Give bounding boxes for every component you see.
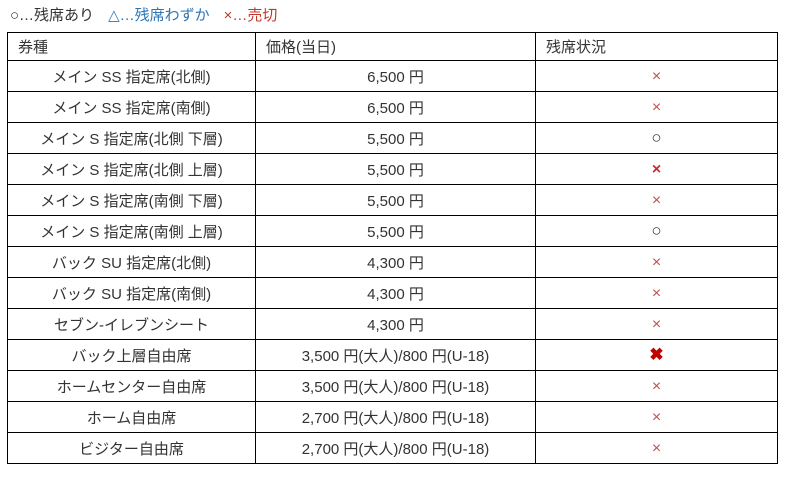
ticket-type-cell: メイン SS 指定席(南側) [7,91,256,123]
price-cell: 3,500 円(大人)/800 円(U-18) [255,339,536,371]
table-row: ビジター自由席 2,700 円(大人)/800 円(U-18) × [7,432,778,464]
availability-legend: ○…残席あり △…残席わずか ×…売切 [10,4,291,28]
price-cell: 5,500 円 [255,153,536,185]
status-sold-out-icon: × [651,253,662,271]
status-sold-out-icon: × [651,284,662,302]
ticket-type-cell: ビジター自由席 [7,432,256,464]
price-cell: 6,500 円 [255,60,536,92]
price-cell: 3,500 円(大人)/800 円(U-18) [255,370,536,402]
legend-item-few: △…残席わずか [108,7,210,24]
table-row: バック SU 指定席(南側) 4,300 円 × [7,277,778,309]
table-row: メイン SS 指定席(南側) 6,500 円 × [7,91,778,123]
status-sold-out-icon: × [651,67,662,85]
status-sold-out-icon: × [651,315,662,333]
legend-item-sold-out: ×…売切 [223,7,278,24]
price-cell: 2,700 円(大人)/800 円(U-18) [255,432,536,464]
status-available-icon: ○ [651,221,662,240]
availability-cell: × [535,153,778,185]
ticket-type-cell: メイン S 指定席(北側 下層) [7,122,256,154]
table-row: ホームセンター自由席 3,500 円(大人)/800 円(U-18) × [7,370,778,402]
availability-cell: ○ [535,122,778,154]
availability-cell: ○ [535,215,778,247]
price-cell: 5,500 円 [255,184,536,216]
ticket-type-cell: バック SU 指定席(北側) [7,246,256,278]
table-row: メイン S 指定席(北側 上層) 5,500 円 × [7,153,778,185]
ticket-type-cell: メイン S 指定席(南側 下層) [7,184,256,216]
status-sold-out-medium-icon: × [651,160,662,178]
price-cell: 4,300 円 [255,277,536,309]
table-body: メイン SS 指定席(北側) 6,500 円 × メイン SS 指定席(南側) 6,50… [7,60,778,464]
header-row: 券種 価格(当日) 残席状況 [7,32,778,61]
ticket-type-cell: メイン S 指定席(北側 上層) [7,153,256,185]
column-header-price: 価格(当日) [255,32,536,61]
table-header: 券種 価格(当日) 残席状況 [7,32,778,61]
availability-cell: × [535,184,778,216]
ticket-type-cell: バック SU 指定席(南側) [7,277,256,309]
table-row: セブン-イレブンシート 4,300 円 × [7,308,778,340]
status-sold-out-icon: × [651,377,662,395]
availability-cell: ✖ [535,339,778,371]
availability-cell: × [535,277,778,309]
ticket-type-cell: メイン S 指定席(南側 上層) [7,215,256,247]
ticket-type-cell: バック上層自由席 [7,339,256,371]
column-header-ticket-type: 券種 [7,32,256,61]
availability-cell: × [535,246,778,278]
ticket-type-cell: セブン-イレブンシート [7,308,256,340]
table-row: メイン S 指定席(南側 上層) 5,500 円 ○ [7,215,778,247]
table-row: バック SU 指定席(北側) 4,300 円 × [7,246,778,278]
availability-cell: × [535,432,778,464]
ticket-table: 券種 価格(当日) 残席状況 メイン SS 指定席(北側) 6,500 円 × メイン S… [7,32,778,464]
price-cell: 6,500 円 [255,91,536,123]
table-row: バック上層自由席 3,500 円(大人)/800 円(U-18) ✖ [7,339,778,371]
status-sold-out-icon: × [651,439,662,457]
price-cell: 5,500 円 [255,122,536,154]
column-header-availability: 残席状況 [535,32,778,61]
price-cell: 5,500 円 [255,215,536,247]
availability-cell: × [535,370,778,402]
price-cell: 4,300 円 [255,308,536,340]
availability-cell: × [535,91,778,123]
status-sold-out-icon: × [651,98,662,116]
status-sold-out-icon: × [651,191,662,209]
availability-cell: × [535,308,778,340]
legend-item-available: ○…残席あり [10,7,95,24]
ticket-type-cell: ホームセンター自由席 [7,370,256,402]
price-cell: 4,300 円 [255,246,536,278]
status-available-icon: ○ [651,128,662,147]
status-sold-out-bold-icon: ✖ [649,345,664,364]
availability-cell: × [535,401,778,433]
table-row: ホーム自由席 2,700 円(大人)/800 円(U-18) × [7,401,778,433]
table-row: メイン S 指定席(南側 下層) 5,500 円 × [7,184,778,216]
price-cell: 2,700 円(大人)/800 円(U-18) [255,401,536,433]
ticket-type-cell: メイン SS 指定席(北側) [7,60,256,92]
ticket-type-cell: ホーム自由席 [7,401,256,433]
table-row: メイン S 指定席(北側 下層) 5,500 円 ○ [7,122,778,154]
availability-cell: × [535,60,778,92]
table-row: メイン SS 指定席(北側) 6,500 円 × [7,60,778,92]
status-sold-out-icon: × [651,408,662,426]
